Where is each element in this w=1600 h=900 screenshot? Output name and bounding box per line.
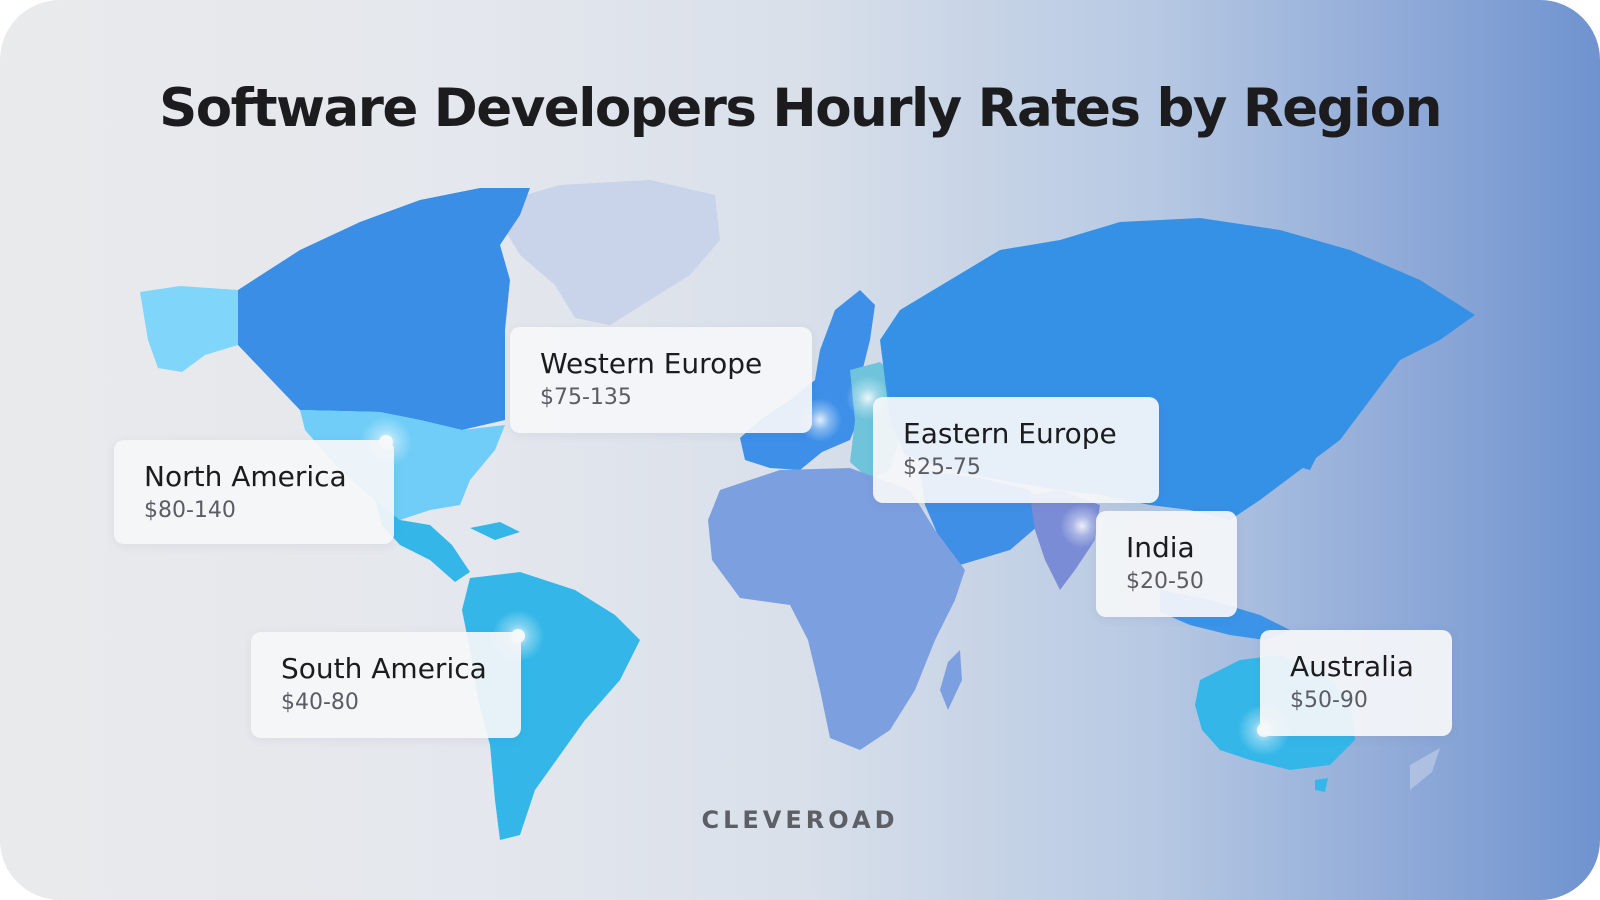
page-title: Software Developers Hourly Rates by Regi…: [159, 78, 1442, 139]
region-card-south-america: South America $40-80: [251, 632, 521, 738]
region-card-australia: Australia $50-90: [1260, 630, 1452, 736]
madagascar-shape: [940, 650, 962, 710]
region-card-eastern-europe: Eastern Europe $25-75: [873, 397, 1159, 503]
region-name: Eastern Europe: [903, 417, 1117, 450]
region-card-western-europe: Western Europe $75-135: [510, 327, 812, 433]
region-name: Australia: [1290, 650, 1414, 683]
greenland-shape: [490, 180, 720, 325]
region-rate: $20-50: [1126, 569, 1204, 594]
region-card-india: India $20-50: [1096, 511, 1237, 617]
region-rate: $40-80: [281, 690, 359, 715]
region-name: India: [1126, 531, 1195, 564]
region-rate: $75-135: [540, 385, 632, 410]
region-rate: $25-75: [903, 455, 981, 480]
africa-shape: [708, 468, 965, 750]
new-zealand-shape: [1410, 748, 1440, 790]
alaska-shape: [140, 286, 238, 372]
canada-shape: [238, 188, 530, 430]
caribbean-shape: [470, 522, 520, 540]
india-marker: [1060, 504, 1104, 548]
region-name: South America: [281, 652, 487, 685]
central-america-shape: [375, 500, 470, 582]
region-rate: $80-140: [144, 498, 236, 523]
brand-logo: CLEVEROAD: [701, 806, 899, 834]
japan-shape: [1292, 400, 1330, 470]
region-rate: $50-90: [1290, 688, 1368, 713]
tasmania-shape: [1315, 778, 1328, 792]
region-name: Western Europe: [540, 347, 763, 380]
usa-shape: [300, 410, 505, 520]
region-card-north-america: North America $80-140: [114, 440, 394, 544]
region-name: North America: [144, 460, 347, 493]
